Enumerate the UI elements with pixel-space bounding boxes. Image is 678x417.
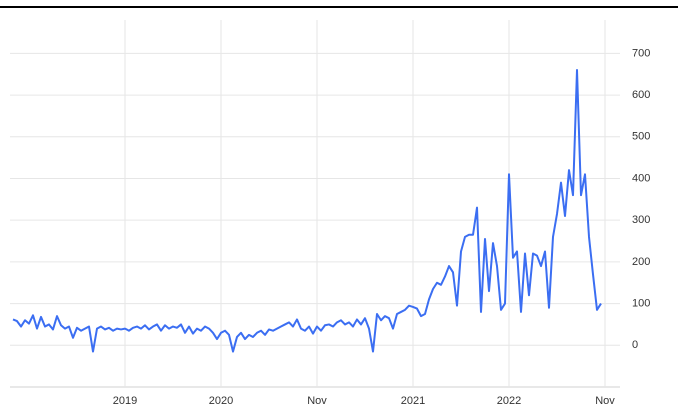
y-tick-label: 200 <box>632 256 650 268</box>
y-tick-label: 300 <box>632 214 650 226</box>
x-tick-label: Nov <box>595 395 615 407</box>
y-tick-label: 0 <box>632 339 638 351</box>
x-tick-label: Nov <box>307 395 327 407</box>
y-tick-label: 400 <box>632 172 650 184</box>
x-tick-label: 2019 <box>113 395 137 407</box>
x-tick-label: 2020 <box>209 395 233 407</box>
y-tick-label: 100 <box>632 297 650 309</box>
y-tick-label: 600 <box>632 89 650 101</box>
y-tick-label: 500 <box>632 131 650 143</box>
y-tick-label: 700 <box>632 47 650 59</box>
x-tick-label: 2022 <box>497 395 521 407</box>
x-tick-label: 2021 <box>401 395 425 407</box>
data-line <box>12 69 602 353</box>
